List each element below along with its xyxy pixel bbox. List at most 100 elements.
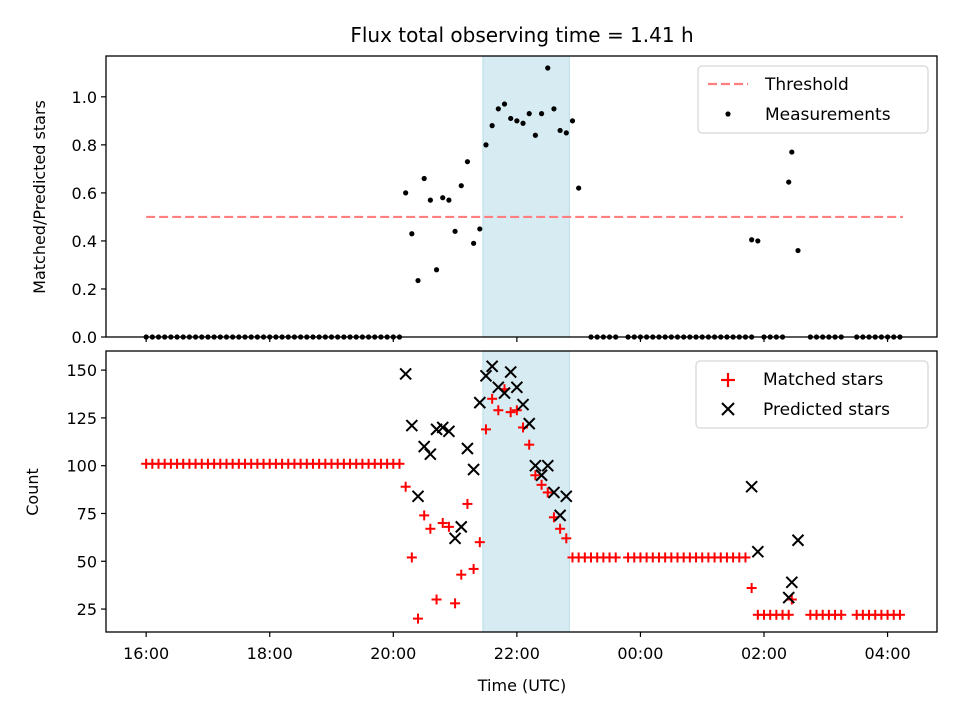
measurement-point — [755, 238, 761, 244]
predicted-point — [405, 419, 419, 432]
measurement-point — [557, 127, 563, 134]
measurement-point — [477, 226, 483, 232]
predicted-point — [516, 398, 530, 411]
predicted-point — [529, 459, 542, 472]
bottom-y-tick-label: 25 — [77, 600, 97, 619]
bottom-y-tick-label: 100 — [66, 457, 97, 476]
matched-point — [740, 552, 751, 563]
x-tick-label: 16:00 — [123, 644, 169, 663]
top-y-axis-label: Matched/Predicted stars — [30, 100, 49, 294]
top-y-tick-label: 1.0 — [72, 88, 97, 107]
measurement-point — [514, 118, 520, 124]
measurement-point — [786, 179, 792, 185]
top-y-tick-label: 0.8 — [72, 136, 97, 155]
matched-point — [456, 569, 467, 580]
measurement-point — [526, 111, 532, 117]
measurement-point — [471, 240, 477, 246]
matched-point — [431, 594, 442, 605]
predicted-point — [479, 369, 493, 383]
predicted-point — [560, 490, 573, 503]
legend-matched-swatch — [721, 373, 735, 387]
predicted-point — [745, 480, 758, 493]
matched-point — [530, 470, 541, 481]
top-legend: Threshold Measurements — [697, 65, 929, 134]
x-tick-label: 00:00 — [617, 644, 663, 663]
matched-point — [567, 552, 578, 563]
measurement-point — [551, 106, 557, 112]
matched-point — [783, 609, 794, 620]
matched-point — [836, 609, 847, 620]
measurement-point — [464, 159, 471, 165]
legend-threshold-label: Threshold — [764, 75, 849, 95]
measurement-point — [576, 185, 582, 191]
matched-point — [511, 405, 522, 416]
x-tick-label: 20:00 — [370, 644, 416, 663]
legend-matched-label: Matched stars — [763, 370, 883, 390]
predicted-point — [461, 442, 474, 455]
top-panel: 0.0 0.2 0.4 0.6 0.8 1.0 Matched/Predicted sta… — [30, 55, 938, 347]
x-tick-label: 22:00 — [494, 644, 540, 663]
measurement-point — [545, 65, 551, 71]
matched-point — [746, 583, 757, 594]
legend-predicted-label: Predicted stars — [763, 400, 890, 420]
measurement-point — [569, 118, 576, 124]
matched-points — [141, 384, 905, 624]
predicted-point — [504, 365, 517, 379]
measurement-point — [789, 149, 795, 155]
legend-measurements-label: Measurements — [765, 105, 891, 125]
bottom-frame — [105, 350, 938, 633]
measurement-point — [446, 197, 452, 203]
matched-point — [493, 405, 504, 416]
predicted-point — [498, 386, 511, 400]
measurement-point — [458, 183, 464, 189]
x-axis-label: Time (UTC) — [477, 676, 566, 695]
observing-span — [482, 55, 570, 338]
chart-title: Flux total observing time = 1.41 h — [350, 23, 693, 47]
predicted-point — [417, 440, 431, 453]
matched-point — [425, 523, 436, 534]
measurement-point — [563, 130, 569, 136]
predicted-point — [424, 448, 437, 461]
measurement-point — [440, 195, 446, 201]
measurement-point — [489, 123, 495, 129]
predicted-point — [782, 591, 795, 604]
top-axes: 0.0 0.2 0.4 0.6 0.8 1.0 — [72, 88, 889, 347]
predicted-point — [791, 534, 805, 547]
predicted-points — [399, 360, 805, 604]
matched-point — [505, 407, 516, 418]
measurement-point — [433, 267, 440, 273]
matched-point — [474, 537, 485, 548]
matched-point — [555, 523, 566, 534]
predicted-point — [411, 490, 425, 503]
predicted-point — [553, 509, 567, 522]
predicted-point — [442, 425, 456, 438]
top-y-tick-label: 0.0 — [72, 328, 97, 347]
bottom-y-tick-label: 150 — [66, 361, 97, 380]
predicted-point — [751, 545, 765, 558]
predicted-point — [448, 532, 462, 545]
measurement-point — [532, 132, 539, 138]
matched-point — [561, 533, 572, 544]
top-y-tick-label: 0.2 — [72, 280, 97, 299]
x-tick-label: 18:00 — [247, 644, 293, 663]
predicted-point — [547, 486, 561, 499]
measurement-point — [795, 247, 801, 254]
measurement-point — [415, 277, 421, 284]
bottom-y-axis-label: Count — [23, 468, 42, 516]
measurement-point — [538, 111, 545, 117]
bottom-legend: Matched stars Predicted stars — [695, 360, 929, 429]
legend-measurements-swatch — [725, 111, 731, 117]
predicted-point — [473, 396, 487, 409]
measurement-point — [501, 101, 508, 107]
measurement-point — [403, 190, 409, 196]
measurement-point — [749, 237, 755, 243]
measurement-point — [495, 106, 501, 112]
matched-point — [413, 613, 424, 624]
bottom-y-tick-label: 75 — [77, 504, 97, 523]
predicted-point — [785, 576, 799, 589]
predicted-point — [455, 520, 468, 534]
predicted-point — [523, 417, 536, 430]
measurement-point — [508, 115, 514, 122]
matched-point — [437, 518, 448, 529]
